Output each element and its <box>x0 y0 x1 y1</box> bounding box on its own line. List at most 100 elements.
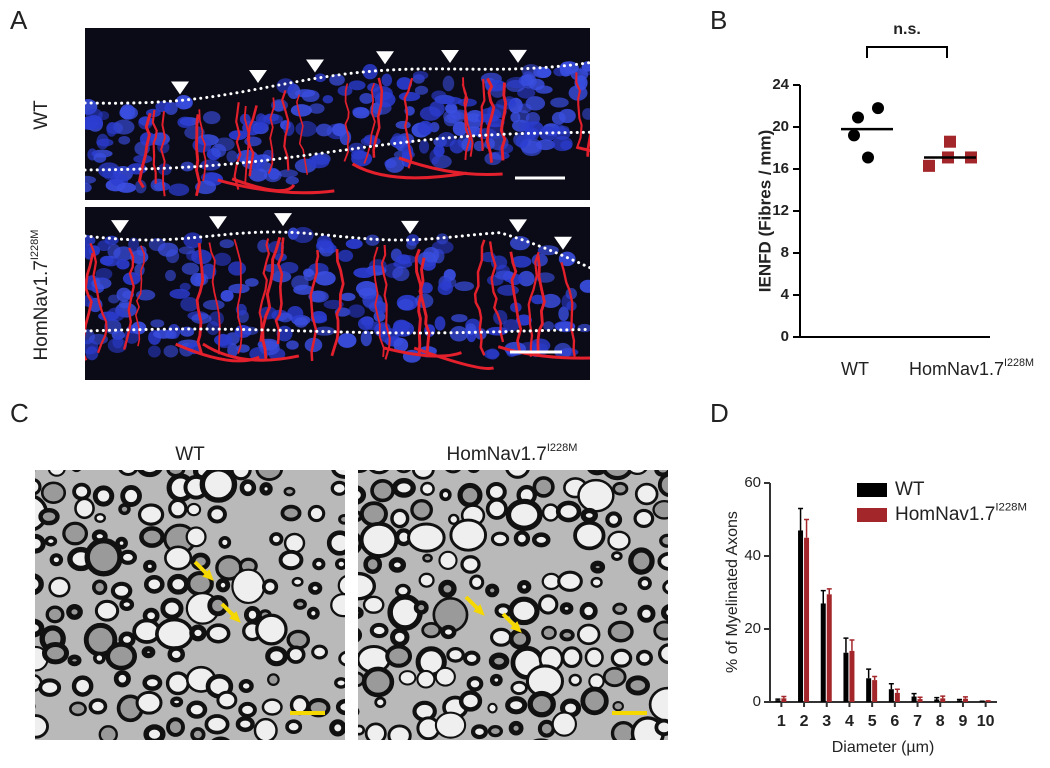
axon <box>92 485 115 507</box>
error-bar <box>934 696 940 700</box>
axon <box>561 646 583 669</box>
axon <box>291 576 304 587</box>
nucleus <box>253 123 266 133</box>
axon <box>71 675 94 697</box>
axon <box>611 551 623 561</box>
axon <box>446 647 465 663</box>
nucleus <box>285 176 299 185</box>
axon <box>413 600 429 615</box>
bar <box>798 530 804 702</box>
axon <box>186 700 208 719</box>
nucleus <box>183 232 203 249</box>
error-bar <box>962 696 968 699</box>
nucleus <box>108 294 120 304</box>
electron-micrograph <box>358 470 668 740</box>
axon <box>361 666 395 698</box>
nucleus <box>359 92 374 104</box>
axon <box>358 510 363 522</box>
axon <box>199 470 238 503</box>
nucleus <box>93 152 107 163</box>
nucleus <box>431 90 447 102</box>
data-point <box>862 151 874 164</box>
axon <box>47 470 66 477</box>
axon <box>334 558 345 571</box>
axon <box>71 754 79 763</box>
nucleus <box>449 139 465 154</box>
axon <box>278 549 304 571</box>
axon <box>74 497 95 520</box>
nucleus <box>558 306 569 322</box>
axon <box>407 522 446 553</box>
axon <box>590 560 606 574</box>
axon <box>411 470 435 480</box>
axon <box>105 642 138 671</box>
legend-label: HomNav1.7I228M <box>895 501 1027 525</box>
axon <box>155 617 194 651</box>
axon <box>255 613 288 646</box>
axon <box>35 478 42 496</box>
nerve-fibre <box>372 77 384 158</box>
y-tick-label: 12 <box>772 202 789 219</box>
nucleus <box>441 277 452 292</box>
nucleus <box>503 319 520 332</box>
axon <box>487 702 498 714</box>
arrowhead <box>376 51 394 65</box>
arrowhead <box>509 49 527 63</box>
nucleus <box>395 254 411 265</box>
bar <box>843 652 849 702</box>
nucleus <box>118 135 131 145</box>
nucleus <box>134 179 147 194</box>
axon <box>84 537 123 577</box>
nucleus <box>226 150 238 163</box>
axon <box>358 485 367 505</box>
fluorescence-image <box>85 28 590 200</box>
arrowhead <box>509 219 527 233</box>
axon <box>286 629 311 650</box>
bar <box>962 698 968 702</box>
nucleus <box>286 340 299 350</box>
micrographs <box>23 28 668 768</box>
axon <box>113 670 131 688</box>
axon <box>141 646 156 659</box>
nucleus <box>307 155 330 169</box>
nucleus <box>228 261 247 276</box>
axon <box>93 751 111 766</box>
nucleus <box>353 267 375 278</box>
axon <box>580 686 609 716</box>
nerve-fibre <box>351 162 468 180</box>
axon <box>508 596 540 626</box>
axon <box>167 573 190 595</box>
axon <box>48 576 71 598</box>
axon <box>40 481 67 505</box>
axon <box>551 711 578 737</box>
nucleus <box>539 126 558 141</box>
bar <box>866 678 872 702</box>
nerve-fibre <box>575 72 583 150</box>
axon <box>358 708 360 716</box>
axon <box>218 535 232 549</box>
axon <box>23 748 45 768</box>
nucleus <box>85 175 97 185</box>
nucleus <box>397 298 414 311</box>
nucleus <box>317 235 332 249</box>
nerve-fibre <box>343 83 350 162</box>
label-superscript: I228M <box>1004 357 1034 369</box>
nucleus <box>295 120 317 137</box>
axon <box>628 547 655 575</box>
bar <box>826 594 832 702</box>
x-tick-label: 4 <box>845 713 854 730</box>
axon <box>576 623 601 646</box>
axon <box>261 578 279 595</box>
axon <box>35 714 49 739</box>
axon <box>147 752 162 764</box>
error-bar <box>804 518 810 538</box>
axon <box>358 671 366 688</box>
axon <box>601 470 634 481</box>
x-tick-label: 5 <box>868 713 877 730</box>
axon <box>510 680 528 695</box>
axon <box>160 597 184 620</box>
axon <box>466 676 484 692</box>
nucleus <box>279 261 299 274</box>
axon <box>259 482 273 496</box>
